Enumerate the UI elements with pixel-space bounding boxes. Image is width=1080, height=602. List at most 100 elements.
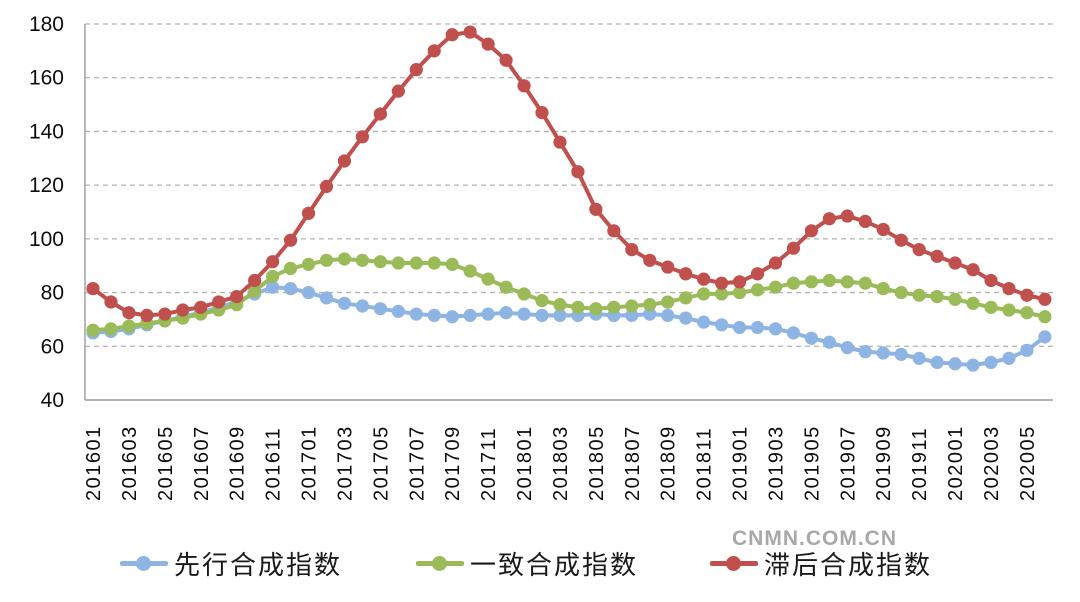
x-tick-label: 201609 — [227, 425, 249, 501]
data-point — [697, 315, 711, 329]
x-tick-label: 201807 — [622, 425, 644, 501]
data-point — [391, 84, 405, 98]
data-point — [158, 307, 172, 321]
data-point — [409, 307, 423, 321]
data-point — [517, 307, 531, 321]
data-point — [768, 256, 783, 270]
data-point — [1020, 306, 1034, 320]
data-point — [571, 165, 585, 179]
x-tick-label: 201611 — [263, 427, 285, 501]
data-point — [104, 295, 118, 309]
y-tick-label: 100 — [29, 228, 64, 251]
data-point — [140, 308, 154, 322]
x-tick-label: 201809 — [658, 425, 680, 501]
y-tick-label: 80 — [41, 282, 64, 305]
data-point — [194, 300, 208, 314]
x-tick-label: 201909 — [873, 425, 895, 501]
data-point — [966, 263, 980, 277]
data-point — [661, 295, 675, 309]
data-point — [679, 311, 693, 325]
data-point — [445, 310, 459, 324]
y-tick-label: 40 — [41, 389, 64, 412]
data-point — [409, 256, 423, 270]
data-point — [930, 355, 944, 369]
data-point — [894, 347, 908, 361]
watermark-text: CNMN.COM.CN — [732, 527, 897, 550]
data-point — [86, 323, 100, 337]
data-point — [553, 298, 567, 312]
x-tick-label: 201901 — [730, 425, 752, 501]
x-tick-label: 201911 — [909, 427, 931, 501]
data-point — [876, 281, 890, 296]
chart-area: 40 60 80 100 120 140 160 180 201601 201603 201605 2… — [29, 13, 1053, 501]
data-point — [283, 281, 298, 296]
data-point — [319, 253, 334, 267]
data-point — [804, 224, 819, 238]
data-point — [104, 322, 118, 336]
data-point — [607, 300, 621, 314]
data-point — [1038, 310, 1052, 324]
data-point — [858, 214, 872, 228]
x-tick-label: 201903 — [765, 425, 787, 501]
data-point — [1038, 330, 1052, 344]
y-tick-label: 60 — [41, 335, 64, 358]
data-point — [912, 243, 926, 257]
legend-line-dot-icon — [120, 555, 168, 571]
data-point — [643, 298, 657, 312]
data-point — [1002, 351, 1016, 365]
data-point — [643, 253, 657, 267]
legend-label: 一致合成指数 — [470, 549, 639, 580]
data-point — [1002, 281, 1016, 296]
data-point — [463, 308, 477, 322]
data-point — [355, 253, 369, 267]
data-point — [732, 320, 747, 335]
data-point — [337, 154, 352, 168]
data-point — [804, 275, 819, 289]
x-tick-label: 201711 — [478, 427, 500, 501]
data-point — [840, 275, 854, 289]
data-point — [499, 53, 513, 67]
data-point — [858, 276, 872, 290]
data-point — [715, 318, 729, 332]
data-point — [535, 294, 549, 308]
x-tick-label: 201907 — [837, 425, 859, 501]
data-point — [912, 351, 926, 365]
x-tick-label: 201703 — [334, 425, 356, 501]
data-point — [445, 28, 459, 42]
data-point — [948, 292, 962, 306]
data-point — [481, 307, 495, 321]
data-point — [750, 320, 765, 335]
data-point — [445, 257, 459, 271]
data-point — [607, 224, 621, 238]
data-point — [822, 273, 836, 288]
data-point — [840, 209, 854, 223]
data-point — [715, 287, 729, 301]
data-point — [697, 287, 711, 301]
data-point — [266, 255, 280, 269]
data-point — [409, 63, 423, 77]
data-point — [266, 269, 280, 284]
legend-item-coincident-index: 一致合成指数 — [416, 542, 638, 584]
x-tick-label: 201707 — [406, 425, 428, 501]
data-point — [319, 179, 334, 194]
legend-label: 先行合成指数 — [174, 549, 343, 580]
data-point — [750, 283, 765, 297]
data-point — [732, 285, 747, 300]
data-point — [894, 233, 908, 247]
legend-item-lagging-index: 滞后合成指数 — [710, 542, 932, 584]
data-point — [625, 243, 639, 257]
data-point — [679, 291, 693, 305]
data-point — [427, 256, 441, 270]
data-point — [661, 260, 675, 274]
data-point — [391, 256, 405, 270]
data-point — [966, 296, 980, 310]
data-point — [248, 284, 262, 298]
data-point — [1020, 288, 1034, 302]
data-point — [553, 308, 567, 322]
y-tick-label: 140 — [29, 120, 64, 143]
data-point — [804, 331, 819, 345]
data-point — [571, 300, 585, 314]
data-point — [948, 256, 962, 270]
y-tick-label: 180 — [29, 13, 64, 36]
